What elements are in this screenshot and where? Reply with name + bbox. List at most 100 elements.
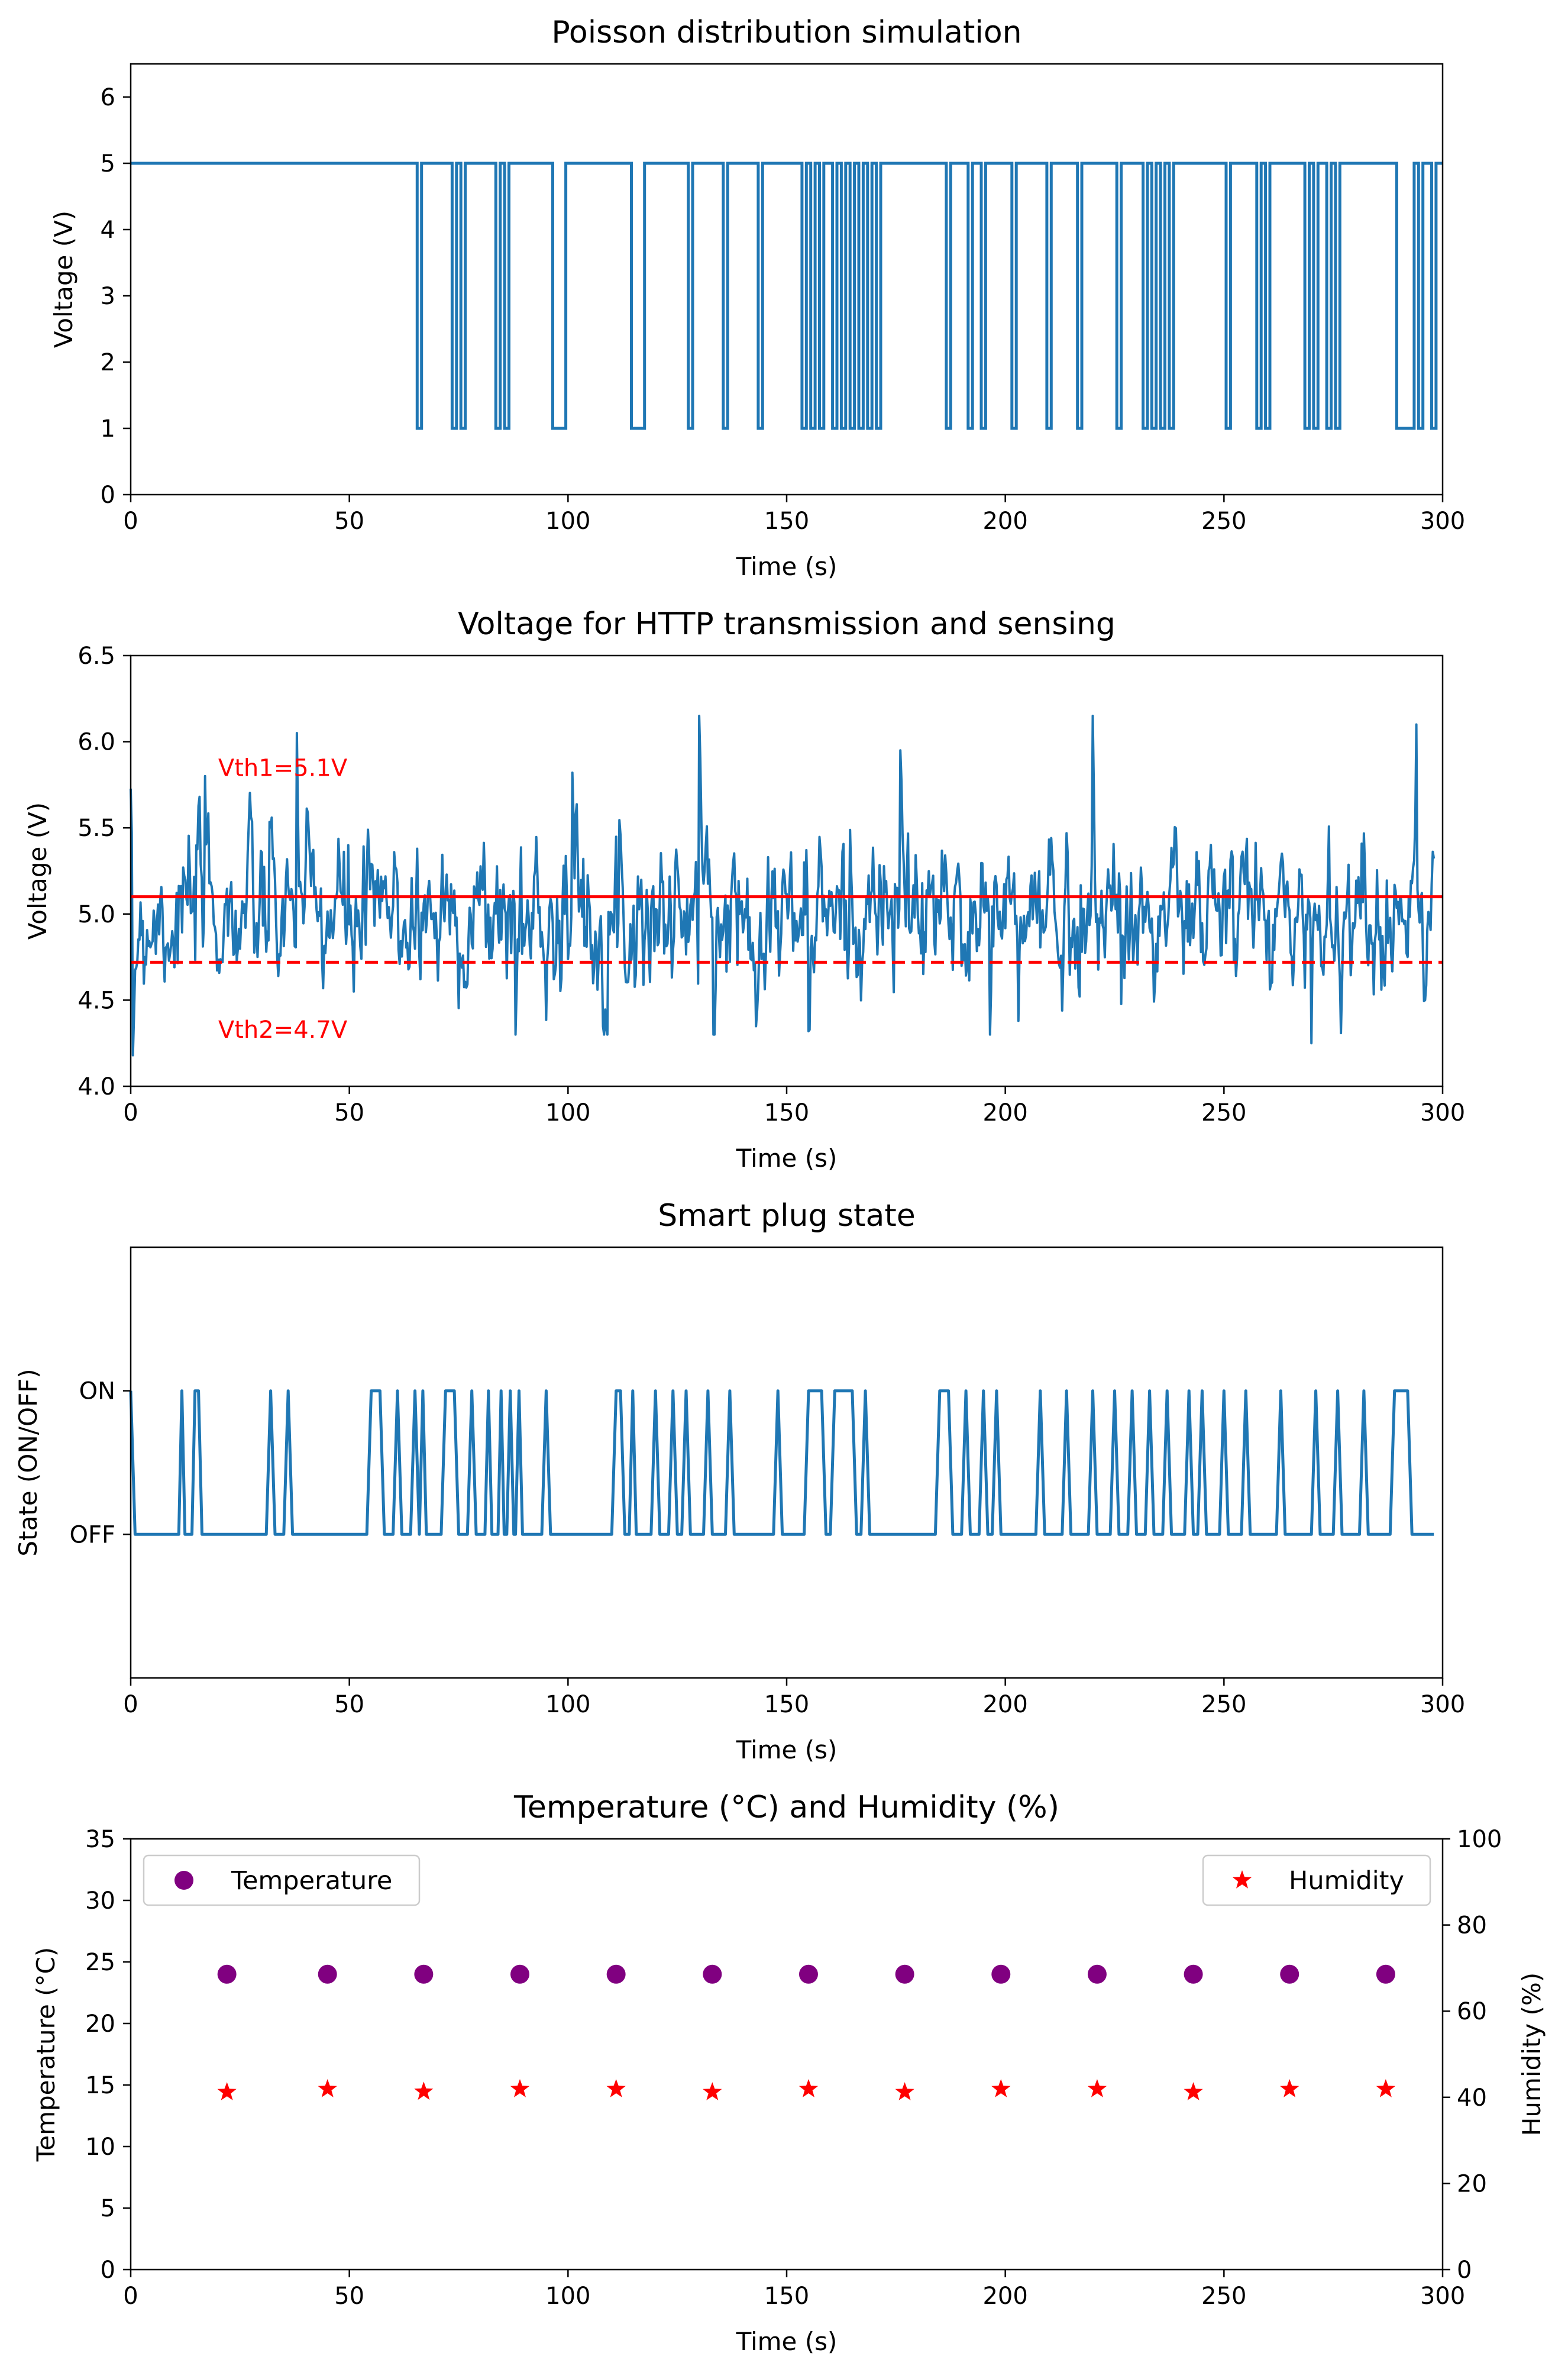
temperature-point xyxy=(703,1964,722,1984)
x-axis-label: Time (s) xyxy=(736,2327,838,2356)
legend-label-temperature: Temperature xyxy=(231,1866,392,1896)
y-tick-label-right: 100 xyxy=(1457,1826,1502,1853)
y-tick-label-right: 20 xyxy=(1457,2170,1487,2197)
temperature-point xyxy=(1184,1964,1203,1984)
y-ticks: 4.0 4.5 5.0 5.5 6.0 6.5 xyxy=(77,643,131,1100)
x-axis-label: Time (s) xyxy=(736,1735,838,1764)
x-tick-label: 300 xyxy=(1420,508,1465,535)
plot-frame xyxy=(130,1838,1444,2271)
humidity-point xyxy=(1376,2079,1396,2097)
chart-title: Smart plug state xyxy=(658,1198,916,1234)
y-tick-label: ON xyxy=(79,1378,115,1405)
threshold-layer: Vth1=5.1V Vth2=4.7V xyxy=(131,754,1443,1044)
chart-title: Voltage for HTTP transmission and sensin… xyxy=(458,606,1116,642)
x-tick-label: 250 xyxy=(1201,1099,1246,1127)
y-tick-label: 4.0 xyxy=(77,1073,115,1100)
humidity-point xyxy=(510,2079,530,2097)
y-tick-label: 15 xyxy=(85,2072,115,2099)
x-tick-label: 150 xyxy=(764,508,809,535)
x-tick-label: 100 xyxy=(545,508,590,535)
x-tick-label: 150 xyxy=(764,2283,809,2310)
x-ticks: 0 50 100 150 200 250 300 xyxy=(123,1086,1465,1127)
temperature-point xyxy=(1280,1964,1299,1984)
series-line-state xyxy=(129,1389,1434,1536)
x-tick-label: 150 xyxy=(764,1691,809,1718)
y-tick-label: 35 xyxy=(85,1826,115,1853)
x-tick-label: 0 xyxy=(123,2283,138,2310)
y-tick-label: OFF xyxy=(70,1521,116,1548)
x-axis-label: Time (s) xyxy=(736,1144,838,1173)
humidity-point xyxy=(217,2082,237,2100)
y-tick-label: 30 xyxy=(85,1887,115,1915)
y-tick-label-right: 40 xyxy=(1457,2084,1487,2112)
x-tick-label: 200 xyxy=(982,1691,1027,1718)
y-tick-label: 2 xyxy=(101,349,115,376)
legend-marker-humidity xyxy=(1232,1870,1252,1889)
y-tick-label: 5 xyxy=(101,150,115,177)
y-axis-label: Voltage (V) xyxy=(23,802,52,940)
x-tick-label: 200 xyxy=(982,1099,1027,1127)
y-ticks-right: 0 20 40 60 80 100 xyxy=(1443,1826,1502,2284)
y-tick-label: 6.5 xyxy=(77,643,115,670)
humidity-point xyxy=(798,2079,819,2097)
temperature-point xyxy=(318,1964,337,1984)
legend-frame xyxy=(1202,1854,1431,1906)
y-tick-label: 5.0 xyxy=(77,901,115,928)
humidity-point xyxy=(895,2082,914,2100)
chart-smart-plug: Smart plug state 0 50 100 150 200 250 300 OFFO… xyxy=(14,1198,1465,1764)
series-line-voltage xyxy=(131,162,1443,430)
y-tick-label: 3 xyxy=(101,283,115,310)
x-tick-label: 50 xyxy=(334,508,364,535)
temperature-point xyxy=(414,1964,434,1984)
series-line-voltage xyxy=(130,714,1436,1057)
legend-temperature: Temperature xyxy=(143,1854,421,1906)
x-tick-label: 50 xyxy=(334,2283,364,2310)
plot-frame xyxy=(130,654,1444,1087)
series-layer xyxy=(129,1389,1434,1536)
humidity-point xyxy=(414,2081,434,2100)
legend-humidity: Humidity xyxy=(1202,1854,1431,1906)
y-ticks: OFF ON xyxy=(70,1378,131,1548)
x-axis-label: Time (s) xyxy=(736,552,838,581)
y-tick-label: 6 xyxy=(101,84,115,111)
x-tick-label: 100 xyxy=(545,1691,590,1718)
plot-frame xyxy=(130,63,1444,496)
legend-marker-temperature xyxy=(174,1871,193,1890)
humidity-point xyxy=(1087,2079,1107,2097)
y-tick-label: 10 xyxy=(85,2134,115,2161)
y-tick-label: 5.5 xyxy=(77,815,115,842)
y-axis-label-right: Humidity (%) xyxy=(1517,1973,1546,2136)
legend-frame xyxy=(143,1854,421,1906)
y-tick-label: 1 xyxy=(101,415,115,443)
temperature-point xyxy=(798,1964,818,1984)
y-tick-label-right: 0 xyxy=(1457,2257,1472,2284)
x-ticks: 0 50 100 150 200 250 300 xyxy=(123,495,1465,535)
x-tick-label: 300 xyxy=(1420,2283,1465,2310)
y-ticks: 0 1 2 3 4 5 6 xyxy=(101,84,131,509)
series-layer xyxy=(217,1964,1396,2100)
temperature-point xyxy=(991,1964,1011,1984)
y-tick-label-right: 60 xyxy=(1457,1998,1487,2025)
temperature-point xyxy=(606,1964,626,1984)
legend-label-humidity: Humidity xyxy=(1289,1866,1404,1896)
x-tick-label: 250 xyxy=(1201,1691,1246,1718)
x-tick-label: 300 xyxy=(1420,1691,1465,1718)
x-tick-label: 300 xyxy=(1420,1099,1465,1127)
humidity-point xyxy=(606,2079,626,2097)
chart-title: Poisson distribution simulation xyxy=(551,15,1021,50)
chart-poisson: Poisson distribution simulation 0 50 100 15… xyxy=(49,15,1465,581)
x-tick-label: 250 xyxy=(1201,508,1246,535)
x-ticks: 0 50 100 150 200 250 300 xyxy=(123,1678,1465,1718)
y-tick-label: 0 xyxy=(101,2257,115,2284)
x-tick-label: 0 xyxy=(123,508,138,535)
chart-temp-humidity: Temperature (°C) and Humidity (%) 0 50 100… xyxy=(31,1790,1546,2356)
series-layer xyxy=(131,162,1443,430)
humidity-point xyxy=(703,2082,722,2100)
humidity-point xyxy=(318,2079,337,2097)
temperature-point xyxy=(510,1964,530,1984)
humidity-point xyxy=(991,2079,1011,2097)
x-tick-label: 50 xyxy=(334,1691,364,1718)
x-ticks: 0 50 100 150 200 250 300 xyxy=(123,2270,1465,2310)
